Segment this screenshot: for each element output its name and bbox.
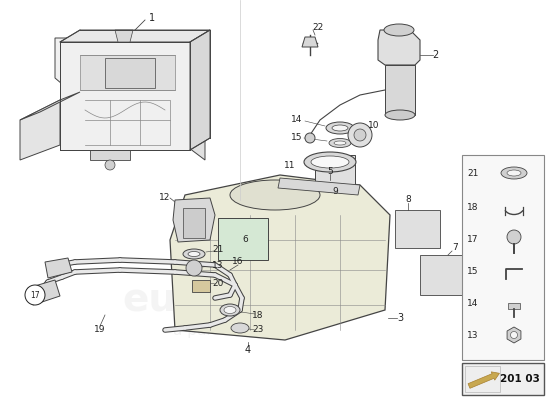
- Text: 23: 23: [252, 326, 263, 334]
- Text: 3: 3: [397, 313, 403, 323]
- Polygon shape: [28, 280, 60, 305]
- Polygon shape: [462, 155, 544, 360]
- Ellipse shape: [304, 152, 356, 172]
- Text: 4: 4: [245, 345, 251, 355]
- Ellipse shape: [230, 180, 320, 210]
- Ellipse shape: [188, 252, 200, 256]
- Polygon shape: [90, 150, 130, 160]
- Polygon shape: [60, 30, 210, 42]
- Polygon shape: [45, 258, 72, 278]
- Ellipse shape: [326, 122, 354, 134]
- Text: 201 03: 201 03: [500, 374, 540, 384]
- Polygon shape: [190, 30, 210, 150]
- Ellipse shape: [224, 306, 236, 314]
- Polygon shape: [20, 92, 80, 120]
- FancyArrow shape: [468, 372, 499, 388]
- Text: europarts: europarts: [123, 281, 337, 319]
- Polygon shape: [385, 65, 415, 115]
- Ellipse shape: [507, 170, 521, 176]
- Ellipse shape: [231, 323, 249, 333]
- Ellipse shape: [183, 249, 205, 259]
- Ellipse shape: [329, 138, 351, 148]
- Polygon shape: [218, 218, 268, 260]
- Polygon shape: [508, 303, 520, 309]
- Polygon shape: [462, 363, 544, 395]
- Ellipse shape: [334, 141, 346, 145]
- Text: 18: 18: [252, 310, 264, 320]
- Circle shape: [348, 123, 372, 147]
- Polygon shape: [185, 38, 205, 160]
- Polygon shape: [507, 327, 521, 343]
- Text: 22: 22: [312, 24, 323, 32]
- Ellipse shape: [332, 125, 348, 131]
- Polygon shape: [278, 178, 360, 195]
- Text: 18: 18: [468, 202, 478, 212]
- Text: a part diagram: a part diagram: [173, 322, 287, 338]
- Polygon shape: [115, 30, 133, 42]
- Text: 13: 13: [468, 330, 478, 340]
- Text: 17: 17: [30, 290, 40, 300]
- Circle shape: [186, 260, 202, 276]
- Circle shape: [354, 129, 366, 141]
- Polygon shape: [192, 280, 210, 292]
- Text: 21: 21: [212, 246, 224, 254]
- Polygon shape: [378, 30, 420, 65]
- Circle shape: [25, 285, 45, 305]
- Text: 17: 17: [468, 234, 478, 244]
- Text: 10: 10: [368, 120, 379, 130]
- Polygon shape: [60, 42, 190, 150]
- Text: 6: 6: [242, 236, 248, 244]
- Text: 8: 8: [405, 196, 411, 204]
- Polygon shape: [302, 37, 318, 47]
- Text: 15: 15: [292, 132, 302, 142]
- Ellipse shape: [311, 156, 349, 168]
- Text: 20: 20: [212, 278, 224, 288]
- Text: 1: 1: [149, 13, 155, 23]
- Text: 15: 15: [468, 266, 478, 276]
- Text: 9: 9: [332, 188, 338, 196]
- Polygon shape: [20, 100, 60, 160]
- Polygon shape: [173, 198, 215, 242]
- Text: 12: 12: [160, 192, 170, 202]
- Text: 21: 21: [468, 168, 478, 178]
- Polygon shape: [183, 208, 205, 238]
- Text: 16: 16: [232, 258, 244, 266]
- Circle shape: [510, 332, 518, 338]
- Text: 11: 11: [284, 160, 296, 170]
- Circle shape: [105, 160, 115, 170]
- Polygon shape: [420, 255, 468, 295]
- Text: 19: 19: [94, 326, 106, 334]
- Polygon shape: [170, 175, 390, 340]
- Polygon shape: [315, 155, 355, 185]
- Polygon shape: [55, 38, 205, 95]
- Text: 13: 13: [212, 262, 224, 270]
- Polygon shape: [105, 58, 155, 88]
- Circle shape: [507, 230, 521, 244]
- Polygon shape: [395, 210, 440, 248]
- Polygon shape: [80, 55, 175, 90]
- Text: 14: 14: [468, 298, 478, 308]
- Text: 14: 14: [292, 116, 302, 124]
- Polygon shape: [465, 366, 500, 392]
- Ellipse shape: [385, 110, 415, 120]
- Circle shape: [305, 133, 315, 143]
- Ellipse shape: [384, 24, 414, 36]
- Text: 7: 7: [452, 244, 458, 252]
- Ellipse shape: [501, 167, 527, 179]
- Text: 2: 2: [432, 50, 438, 60]
- Ellipse shape: [220, 304, 240, 316]
- Text: 5: 5: [327, 168, 333, 176]
